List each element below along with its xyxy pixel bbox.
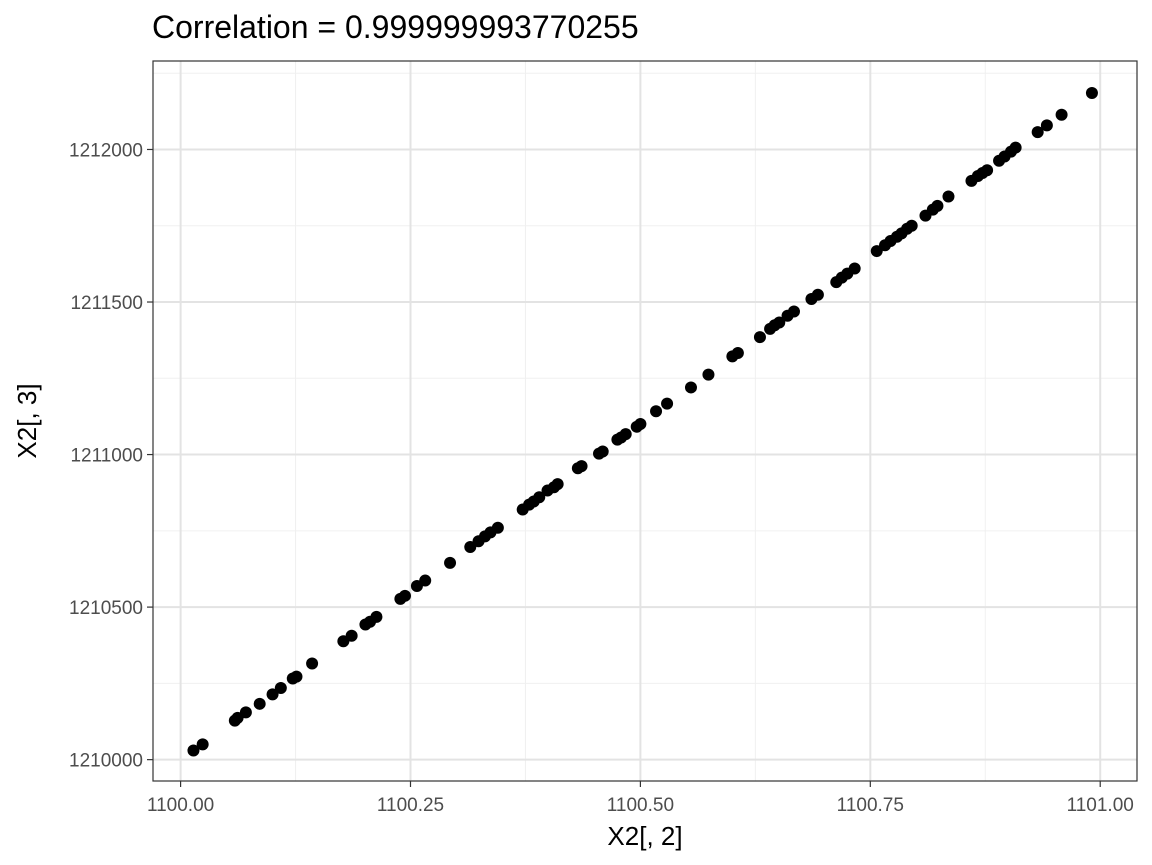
data-point	[491, 521, 504, 534]
data-point	[533, 491, 546, 504]
x-tick-label: 1100.75	[837, 795, 904, 816]
y-tick-label: 1212000	[69, 140, 143, 161]
data-point	[684, 381, 697, 394]
data-point	[290, 670, 303, 683]
data-point	[753, 331, 766, 344]
data-point	[931, 199, 944, 212]
data-point	[370, 610, 383, 623]
x-tick-label: 1100.00	[147, 795, 214, 816]
x-axis-ticks: 1100.00 1100.25 1100.50 1100.75 1101.00	[147, 781, 1134, 816]
y-axis-title: X2[, 3]	[12, 383, 42, 458]
data-point	[1085, 87, 1098, 100]
data-point	[1009, 141, 1022, 154]
data-point	[811, 288, 824, 301]
data-point	[274, 681, 287, 694]
minor-gridlines	[153, 61, 1137, 781]
data-point	[702, 368, 715, 381]
x-tick-label: 1100.50	[607, 795, 674, 816]
data-point	[196, 738, 209, 751]
data-point	[619, 428, 632, 441]
y-tick-label: 1211500	[70, 293, 143, 314]
data-point	[345, 629, 358, 642]
data-point	[787, 305, 800, 318]
data-points	[187, 87, 1098, 757]
y-tick-label: 1210500	[69, 598, 143, 619]
data-point	[981, 164, 994, 177]
data-point	[419, 574, 432, 587]
y-tick-label: 1210000	[69, 751, 143, 772]
data-point	[575, 460, 588, 473]
data-point	[634, 418, 647, 431]
data-point	[444, 556, 457, 569]
data-point	[551, 478, 564, 491]
data-point	[848, 262, 861, 275]
data-point	[266, 688, 279, 701]
data-point	[596, 445, 609, 458]
data-point	[398, 589, 411, 602]
data-point	[731, 346, 744, 359]
data-point	[1055, 108, 1068, 121]
major-gridlines	[153, 61, 1137, 781]
data-point	[253, 697, 266, 710]
data-point	[650, 405, 663, 418]
y-tick-label: 1211000	[70, 446, 143, 467]
data-point	[306, 657, 319, 670]
data-point	[661, 397, 674, 410]
data-point	[1031, 126, 1044, 139]
data-point	[773, 316, 786, 329]
plot-panel-border	[152, 60, 1138, 782]
chart-title: Correlation = 0.999999993770255	[152, 9, 639, 45]
data-point	[187, 744, 200, 757]
data-point	[239, 706, 252, 719]
x-axis-title: X2[, 2]	[607, 821, 682, 851]
y-axis-ticks: 1210000 1210500 1211000 1211500 1212000	[69, 140, 153, 772]
data-point	[942, 190, 955, 203]
data-point	[905, 219, 918, 232]
x-tick-label: 1100.25	[377, 795, 444, 816]
x-tick-label: 1101.00	[1067, 795, 1134, 816]
data-point	[1040, 119, 1053, 132]
